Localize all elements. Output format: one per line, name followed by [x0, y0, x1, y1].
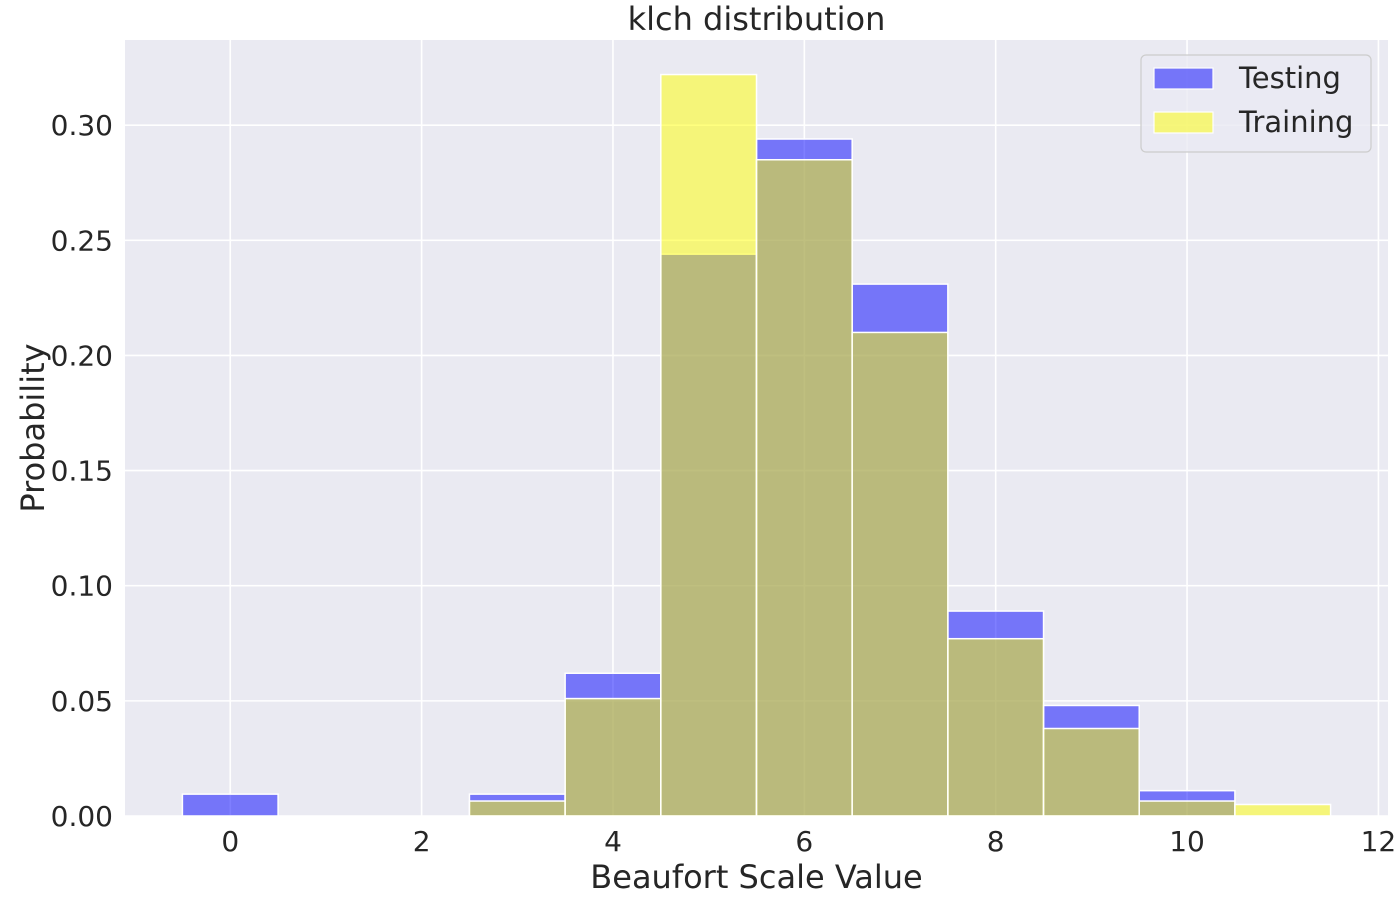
legend-label-testing: Testing	[1238, 61, 1341, 95]
y-tick-label: 0.20	[51, 339, 113, 372]
y-tick-labels: 0.00 0.05 0.10 0.15 0.20 0.25 0.30	[51, 109, 113, 833]
x-tick-label: 12	[1361, 825, 1397, 858]
y-tick-label: 0.10	[51, 570, 113, 603]
x-tick-label: 8	[987, 825, 1005, 858]
bar-training-bin-11	[1234, 803, 1332, 817]
legend-swatch-training	[1153, 111, 1214, 134]
y-tick-label: 0.15	[51, 455, 113, 488]
x-tick-labels: 0 2 4 6 8 10 12	[221, 825, 1396, 858]
x-tick-label: 10	[1169, 825, 1205, 858]
x-tick-label: 6	[795, 825, 813, 858]
y-tick-label: 0.05	[51, 685, 113, 718]
bars	[181, 73, 1332, 817]
y-tick-label: 0.25	[51, 224, 113, 257]
bar-training-bin-3	[468, 800, 566, 817]
bar-training-bin-4	[564, 697, 662, 817]
bar-testing-bin-0	[181, 793, 279, 817]
legend: Testing Training	[1140, 54, 1372, 153]
bar-training-bin-8	[947, 637, 1045, 817]
x-tick-label: 0	[221, 825, 239, 858]
chart-title: klch distribution	[628, 0, 886, 38]
y-axis-label: Probability	[14, 343, 52, 512]
legend-items: Testing Training	[1153, 61, 1353, 139]
y-tick-label: 0.00	[51, 800, 113, 833]
bar-training-bin-6	[755, 158, 853, 817]
bar-training-bin-7	[851, 331, 949, 817]
x-tick-label: 2	[413, 825, 431, 858]
bar-training-bin-10	[1138, 800, 1236, 817]
x-tick-label: 4	[604, 825, 622, 858]
y-tick-label: 0.30	[51, 109, 113, 142]
legend-label-training: Training	[1238, 105, 1353, 139]
legend-swatch-testing	[1153, 67, 1214, 90]
x-axis-label: Beaufort Scale Value	[590, 858, 922, 896]
bar-training-bin-5	[660, 73, 758, 817]
bar-training-bin-9	[1042, 727, 1140, 817]
